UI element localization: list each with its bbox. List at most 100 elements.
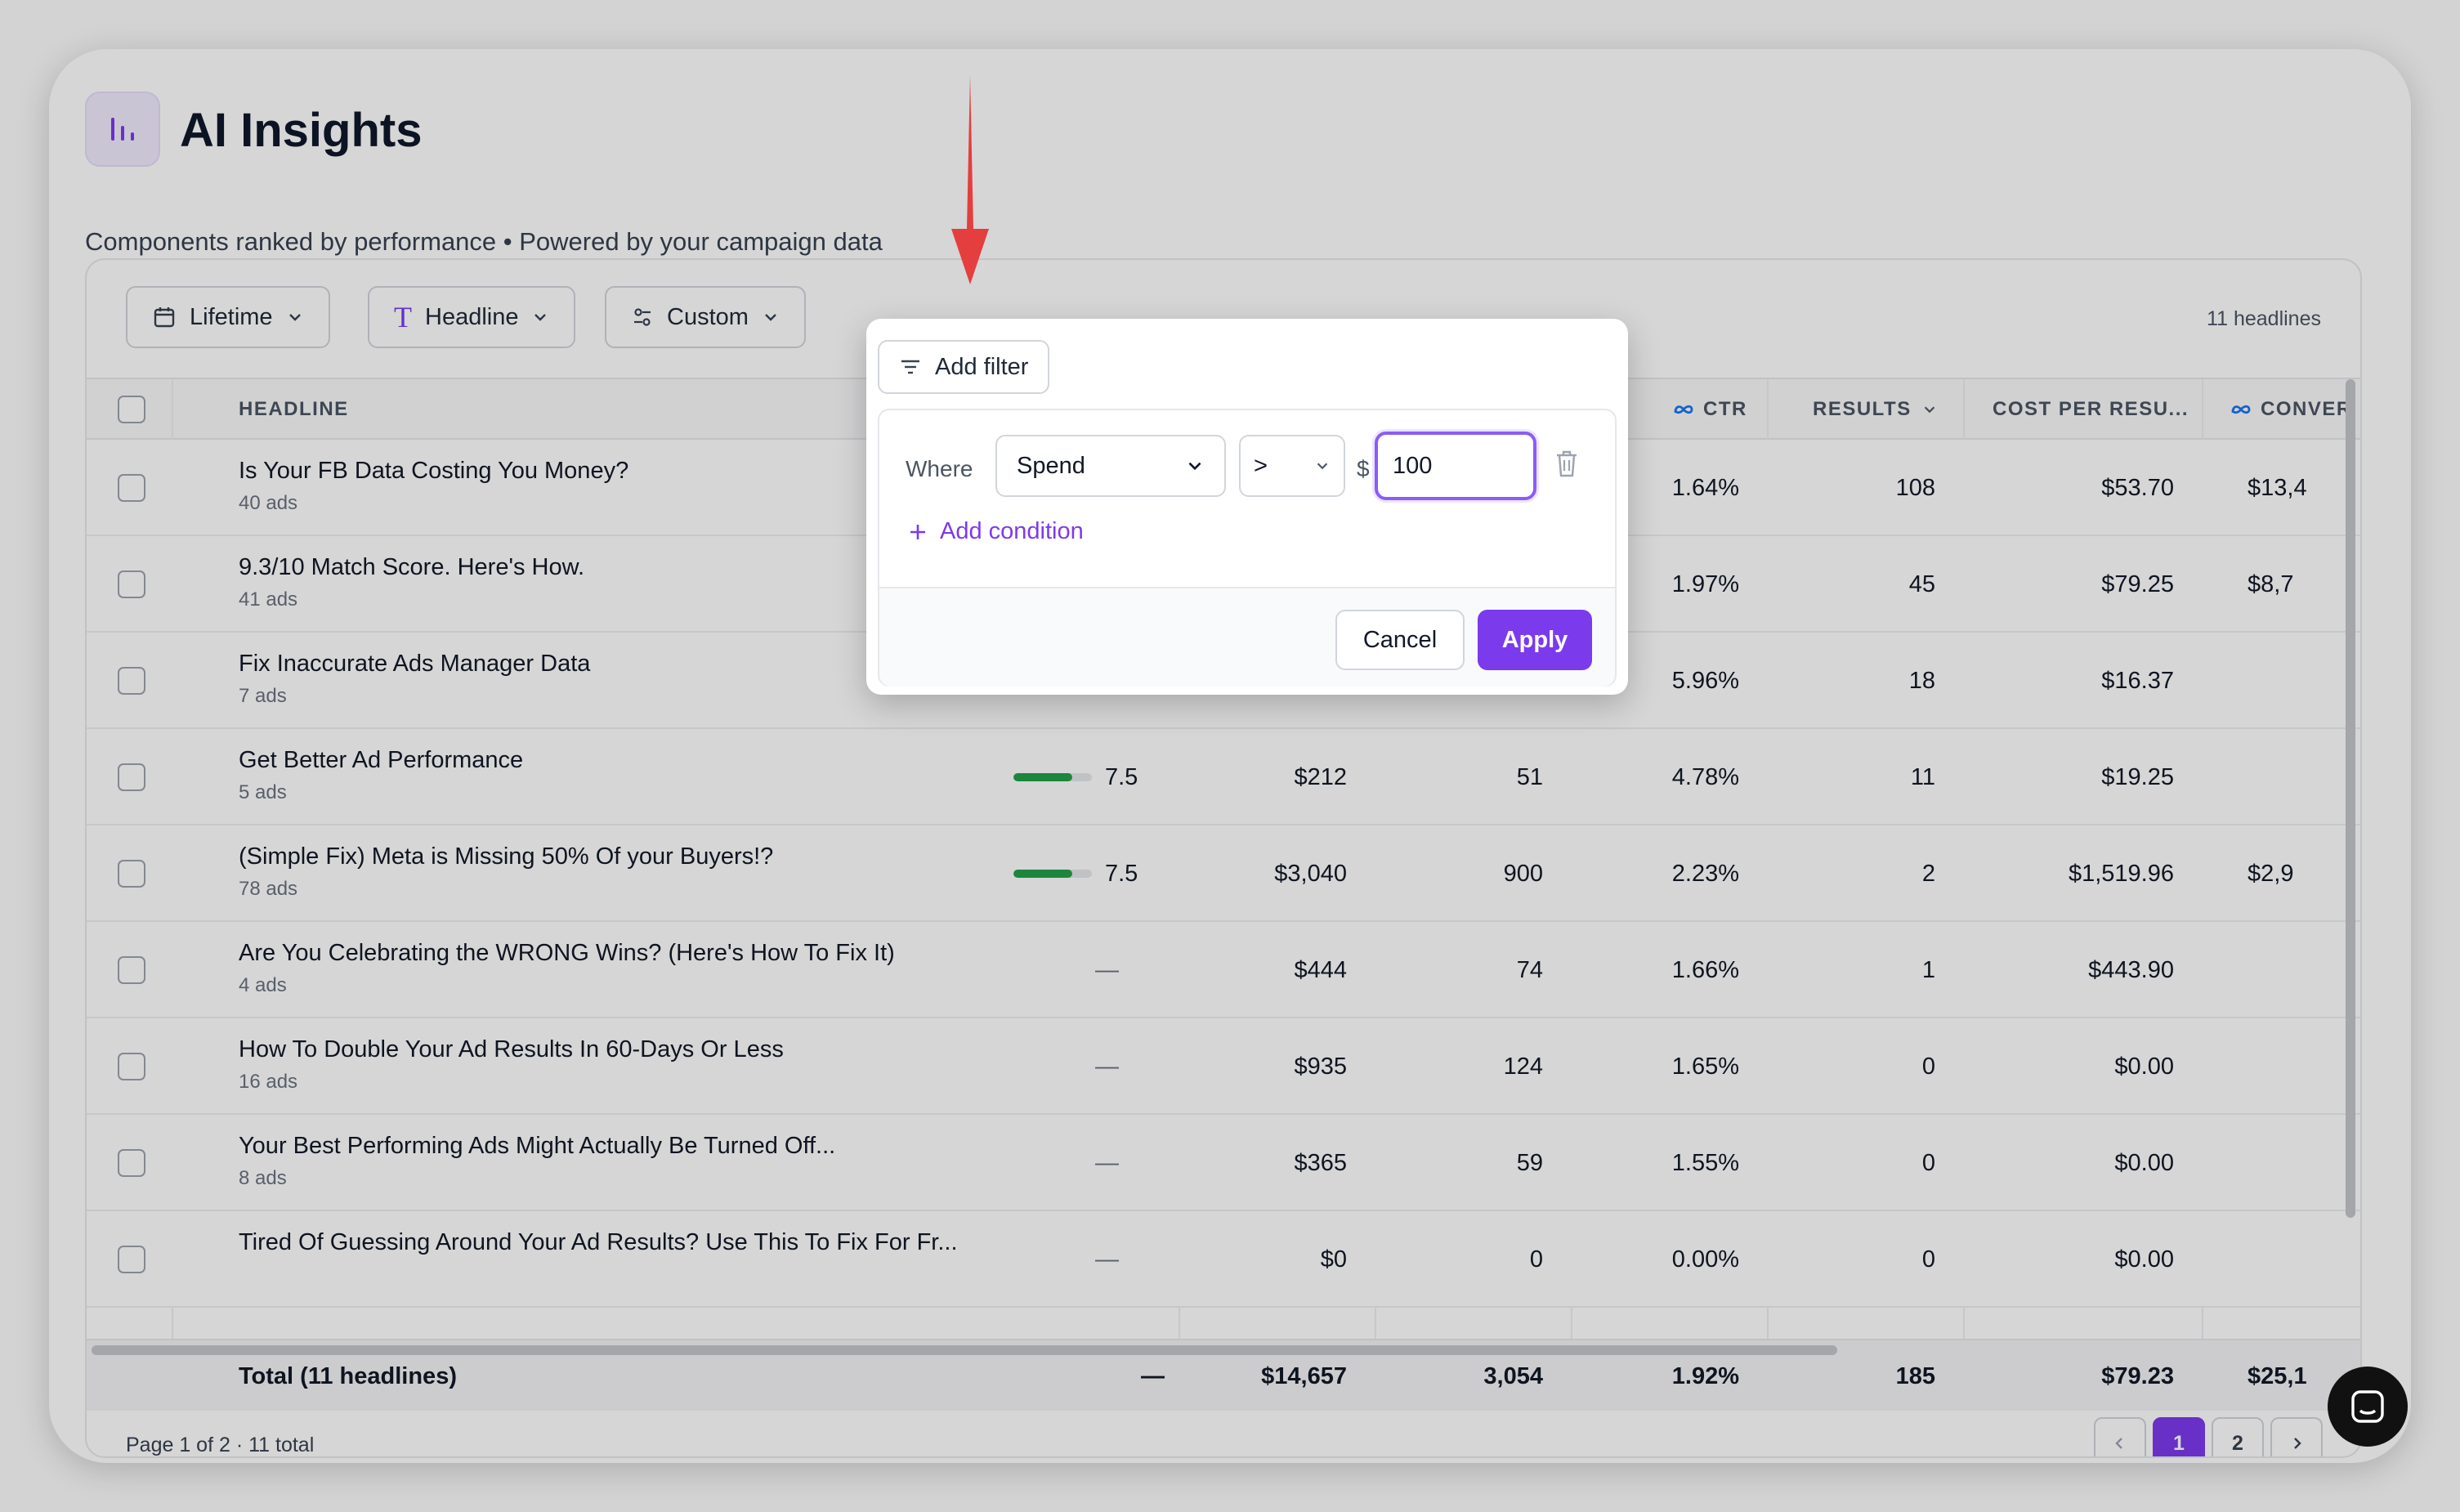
ctr-cell: 5.96% [1671,667,1739,694]
results-cell: 0 [1921,1149,1935,1176]
apply-button[interactable]: Apply [1478,610,1592,670]
results-cell: 18 [1908,667,1935,694]
headline-text: Tired Of Guessing Around Your Ad Results… [239,1229,958,1255]
table-row[interactable]: (Simple Fix) Meta is Missing 50% Of your… [87,825,2360,922]
total-conversions: $25,1 [2248,1362,2307,1389]
chevron-down-icon [288,314,301,321]
spend-cell: $365 [1294,1149,1347,1176]
page-1-button[interactable]: 1 [2153,1417,2205,1456]
select-all-checkbox[interactable] [118,396,145,423]
chevron-down-icon [765,314,776,321]
table-row[interactable]: Your Best Performing Ads Might Actually … [87,1115,2360,1211]
cost-per-result-cell: $79.25 [2101,570,2174,597]
app-window: AI Insights Components ranked by perform… [49,49,2411,1463]
currency-symbol: $ [1357,456,1370,481]
filter-field-select[interactable]: Spend [995,435,1226,497]
score-bar-fill [1013,870,1072,878]
row-checkbox[interactable] [118,1246,145,1273]
score-empty: — [1095,956,1119,983]
row-checkbox[interactable] [118,1053,145,1080]
ad-count: 8 ads [239,1167,287,1189]
table-row[interactable]: How To Double Your Ad Results In 60-Days… [87,1018,2360,1115]
headline-text: Is Your FB Data Costing You Money? [239,458,629,484]
ctr-cell: 0.00% [1671,1246,1739,1273]
score-value: 7.5 [1105,763,1138,790]
headline-text: Get Better Ad Performance [239,747,524,773]
filter-operator-select[interactable]: > [1239,435,1345,497]
page-2-button[interactable]: 2 [2212,1417,2264,1456]
date-range-dropdown[interactable]: Lifetime [126,286,330,348]
score-bar [1013,870,1092,878]
results-cell: 1 [1921,956,1935,983]
conversions-cell: $8,7 [2248,570,2294,597]
where-label: Where [906,456,973,481]
spend-cell: $3,040 [1274,860,1347,887]
divider [879,587,1615,588]
score-cell: 7.5 [1013,729,1138,825]
row-checkbox[interactable] [118,1149,145,1177]
toolbar: Lifetime T Headline Custom 11 headlines [87,260,2360,379]
total-results: 185 [1895,1362,1935,1389]
component-type-dropdown[interactable]: T Headline [368,286,576,348]
table-row[interactable]: Are You Celebrating the WRONG Wins? (Her… [87,922,2360,1018]
clicks-cell: 51 [1516,763,1543,790]
vertical-scrollbar[interactable] [2346,379,2355,1218]
calendar-icon [154,307,175,328]
column-header-ctr[interactable]: CTR [1672,379,1747,440]
next-page-button[interactable] [2270,1417,2323,1456]
bar-chart-icon [85,92,160,167]
prev-page-button[interactable] [2094,1417,2146,1456]
table-footer: Page 1 of 2 · 11 total 1 2 [87,1411,2360,1456]
text-icon: T [394,301,412,333]
row-checkbox[interactable] [118,667,145,695]
table-row[interactable]: Get Better Ad Performance 5 ads 7.5 $212 51 4… [87,729,2360,825]
horizontal-scrollbar[interactable] [92,1345,1837,1355]
ctr-cell: 1.97% [1671,570,1739,597]
cost-per-result-cell: $1,519.96 [2068,860,2174,887]
row-checkbox[interactable] [118,860,145,888]
ad-count: 40 ads [239,492,298,514]
column-header-conversions[interactable]: CONVER [2230,379,2352,440]
cancel-button[interactable]: Cancel [1335,610,1465,670]
results-cell: 0 [1921,1246,1935,1273]
cost-per-result-cell: $53.70 [2101,474,2174,501]
headline-text: How To Double Your Ad Results In 60-Days… [239,1036,784,1062]
total-ctr: 1.92% [1671,1362,1739,1389]
clicks-cell: 0 [1529,1246,1543,1273]
score-value: 7.5 [1105,860,1138,887]
column-header-cost-per-result[interactable]: COST PER RESU... [1993,398,2189,420]
cost-per-result-cell: $16.37 [2101,667,2174,694]
chevron-left-icon [2115,1438,2122,1449]
headline-text: Fix Inaccurate Ads Manager Data [239,651,591,677]
add-filter-button[interactable]: Add filter [878,340,1050,394]
headline-text: Are You Celebrating the WRONG Wins? (Her… [239,940,895,966]
filter-popover-footer: Cancel Apply [879,588,1615,687]
ctr-cell: 1.64% [1671,474,1739,501]
row-checkbox[interactable] [118,956,145,984]
chevron-right-icon [2294,1438,2301,1449]
columns-preset-dropdown[interactable]: Custom [605,286,806,348]
add-condition-button[interactable]: Add condition [907,518,1084,545]
row-checkbox[interactable] [118,474,145,502]
spend-cell: $444 [1294,956,1347,983]
table-row[interactable]: Tired Of Guessing Around Your Ad Results… [87,1211,2360,1308]
spend-cell: $212 [1294,763,1347,790]
total-spend: $14,657 [1261,1362,1347,1389]
conversions-cell: $2,9 [2248,860,2294,887]
score-bar-fill [1013,773,1072,781]
column-header-results[interactable]: RESULTS [1813,379,1938,440]
headline-count: 11 headlines [2207,307,2321,330]
clicks-cell: 59 [1516,1149,1543,1176]
date-range-label: Lifetime [190,303,273,330]
row-checkbox[interactable] [118,763,145,791]
chat-support-button[interactable] [2328,1367,2408,1447]
column-header-headline[interactable]: HEADLINE [239,398,349,420]
row-checkbox[interactable] [118,570,145,598]
filter-value-input[interactable] [1375,432,1536,500]
trash-icon[interactable] [1553,448,1581,485]
results-cell: 108 [1895,474,1935,501]
ad-count: 4 ads [239,974,287,996]
ctr-cell: 1.66% [1671,956,1739,983]
component-type-label: Headline [425,303,519,330]
columns-preset-label: Custom [667,303,749,330]
